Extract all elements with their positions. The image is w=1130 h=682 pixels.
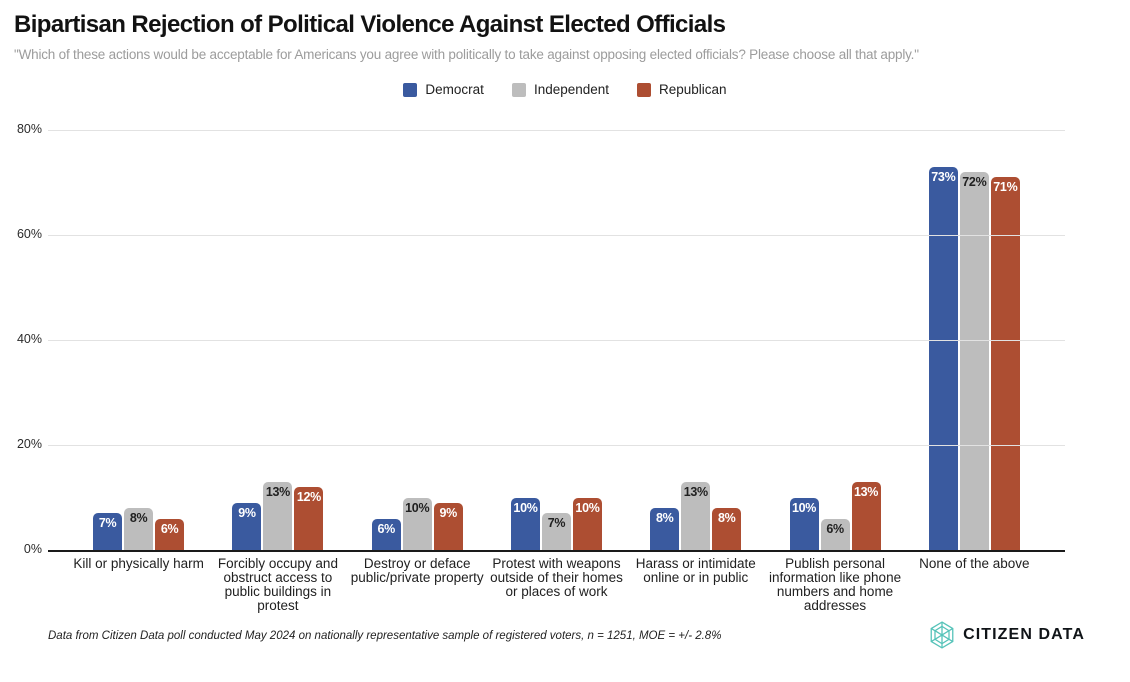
bar-independent: 10% bbox=[402, 497, 432, 550]
bar-republican: 10% bbox=[572, 497, 602, 550]
bar-value-label: 7% bbox=[98, 516, 117, 531]
legend-swatch-icon bbox=[511, 82, 526, 97]
bar-value-label: 10% bbox=[405, 500, 430, 515]
bar-value-label: 9% bbox=[439, 505, 457, 520]
brand-name: CITIZEN DATA bbox=[963, 626, 1085, 643]
category-label-text: Forcibly occupy and obstruct access to p… bbox=[217, 556, 338, 613]
category-label: Kill or physically harm bbox=[69, 557, 208, 613]
bar-group: 8% 13% 8% bbox=[626, 130, 765, 550]
category-label: Publish personal information like phone … bbox=[765, 557, 904, 613]
bar-value-label: 13% bbox=[853, 484, 879, 499]
chart-subtitle: "Which of these actions would be accepta… bbox=[14, 47, 919, 62]
bar-value-label: 6% bbox=[826, 521, 844, 536]
category-label-text: Kill or physically harm bbox=[73, 556, 204, 571]
bar-independent: 72% bbox=[959, 172, 989, 550]
category-axis: Kill or physically harm Forcibly occupy a… bbox=[69, 557, 1044, 613]
bar-democrat: 10% bbox=[510, 497, 540, 550]
bar-value-label: 13% bbox=[683, 484, 708, 499]
category-label: Forcibly occupy and obstruct access to p… bbox=[208, 557, 347, 613]
bar-group: 6% 10% 9% bbox=[348, 130, 487, 550]
category-label-text: Destroy or deface public/private propert… bbox=[350, 556, 484, 585]
bar-democrat: 8% bbox=[650, 508, 680, 550]
legend-swatch-icon bbox=[637, 82, 652, 97]
bar-group: 10% 7% 10% bbox=[487, 130, 626, 550]
bar-republican: 13% bbox=[851, 481, 881, 550]
y-tick-label: 0% bbox=[23, 542, 42, 556]
bar-value-label: 9% bbox=[238, 505, 256, 520]
bar-value-label: 10% bbox=[575, 500, 600, 515]
bar-group: 7% 8% 6% bbox=[69, 130, 208, 550]
source-note: Data from Citizen Data poll conducted Ma… bbox=[48, 630, 722, 642]
bar-value-label: 71% bbox=[993, 180, 1018, 195]
bar-group: 9% 13% 12% bbox=[208, 130, 347, 550]
bar-independent: 8% bbox=[124, 508, 154, 550]
bar-value-label: 10% bbox=[791, 500, 817, 515]
y-tick-label: 20% bbox=[16, 437, 42, 451]
bar-independent: 13% bbox=[263, 481, 293, 550]
category-label-text: Protest with weapons outside of their ho… bbox=[490, 556, 623, 599]
category-label: None of the above bbox=[905, 557, 1044, 613]
bar-republican: 9% bbox=[433, 502, 463, 550]
bar-democrat: 9% bbox=[232, 502, 262, 550]
gridline bbox=[48, 444, 1065, 446]
x-axis-line bbox=[48, 550, 1065, 552]
category-label: Destroy or deface public/private propert… bbox=[348, 557, 487, 613]
bar-republican: 6% bbox=[155, 518, 185, 550]
category-label-text: Publish personal information like phone … bbox=[769, 556, 902, 613]
category-label-text: Harass or intimidate online or in public bbox=[635, 556, 756, 585]
bar-democrat: 10% bbox=[789, 497, 819, 550]
legend-label: Republican bbox=[659, 82, 727, 97]
legend-item: Democrat bbox=[403, 82, 484, 97]
bar-democrat: 7% bbox=[93, 513, 123, 550]
bar-democrat: 73% bbox=[928, 166, 958, 550]
legend-item: Republican bbox=[637, 82, 727, 97]
bar-republican: 71% bbox=[990, 177, 1020, 550]
brand-logo: CITIZEN DATA bbox=[929, 621, 1085, 649]
legend-item: Independent bbox=[511, 82, 610, 97]
category-label-text: None of the above bbox=[919, 556, 1030, 571]
legend: Democrat Independent Republican bbox=[0, 82, 1130, 97]
y-tick-label: 60% bbox=[16, 227, 42, 241]
bar-value-label: 8% bbox=[718, 511, 736, 525]
y-tick-label: 80% bbox=[16, 122, 42, 136]
hexagon-logo-icon bbox=[929, 621, 955, 649]
bar-group: 10% 6% 13% bbox=[765, 130, 904, 550]
category-label: Protest with weapons outside of their ho… bbox=[487, 557, 626, 613]
bar-independent: 13% bbox=[681, 481, 711, 550]
bar-value-label: 8% bbox=[656, 511, 674, 525]
bar-value-label: 8% bbox=[129, 511, 148, 525]
bar-democrat: 6% bbox=[371, 518, 401, 550]
gridline bbox=[48, 234, 1065, 236]
bar-value-label: 73% bbox=[931, 169, 956, 184]
gridline bbox=[48, 339, 1065, 341]
bar-value-label: 72% bbox=[962, 175, 987, 189]
legend-label: Democrat bbox=[425, 82, 484, 97]
category-label: Harass or intimidate online or in public bbox=[626, 557, 765, 613]
bar-value-label: 7% bbox=[547, 516, 566, 531]
bar-independent: 7% bbox=[541, 513, 571, 550]
bar-republican: 8% bbox=[712, 508, 742, 550]
bar-value-label: 6% bbox=[377, 521, 395, 536]
bar-value-label: 12% bbox=[296, 490, 321, 504]
legend-label: Independent bbox=[533, 82, 610, 97]
y-tick-label: 40% bbox=[16, 332, 42, 346]
page-title: Bipartisan Rejection of Political Violen… bbox=[14, 11, 726, 38]
bar-value-label: 13% bbox=[265, 484, 290, 499]
gridline bbox=[48, 129, 1065, 131]
bar-independent: 6% bbox=[820, 518, 850, 550]
bar-republican: 12% bbox=[294, 487, 324, 550]
legend-swatch-icon bbox=[403, 82, 418, 97]
bar-value-label: 10% bbox=[513, 500, 538, 515]
bar-value-label: 6% bbox=[160, 521, 179, 536]
